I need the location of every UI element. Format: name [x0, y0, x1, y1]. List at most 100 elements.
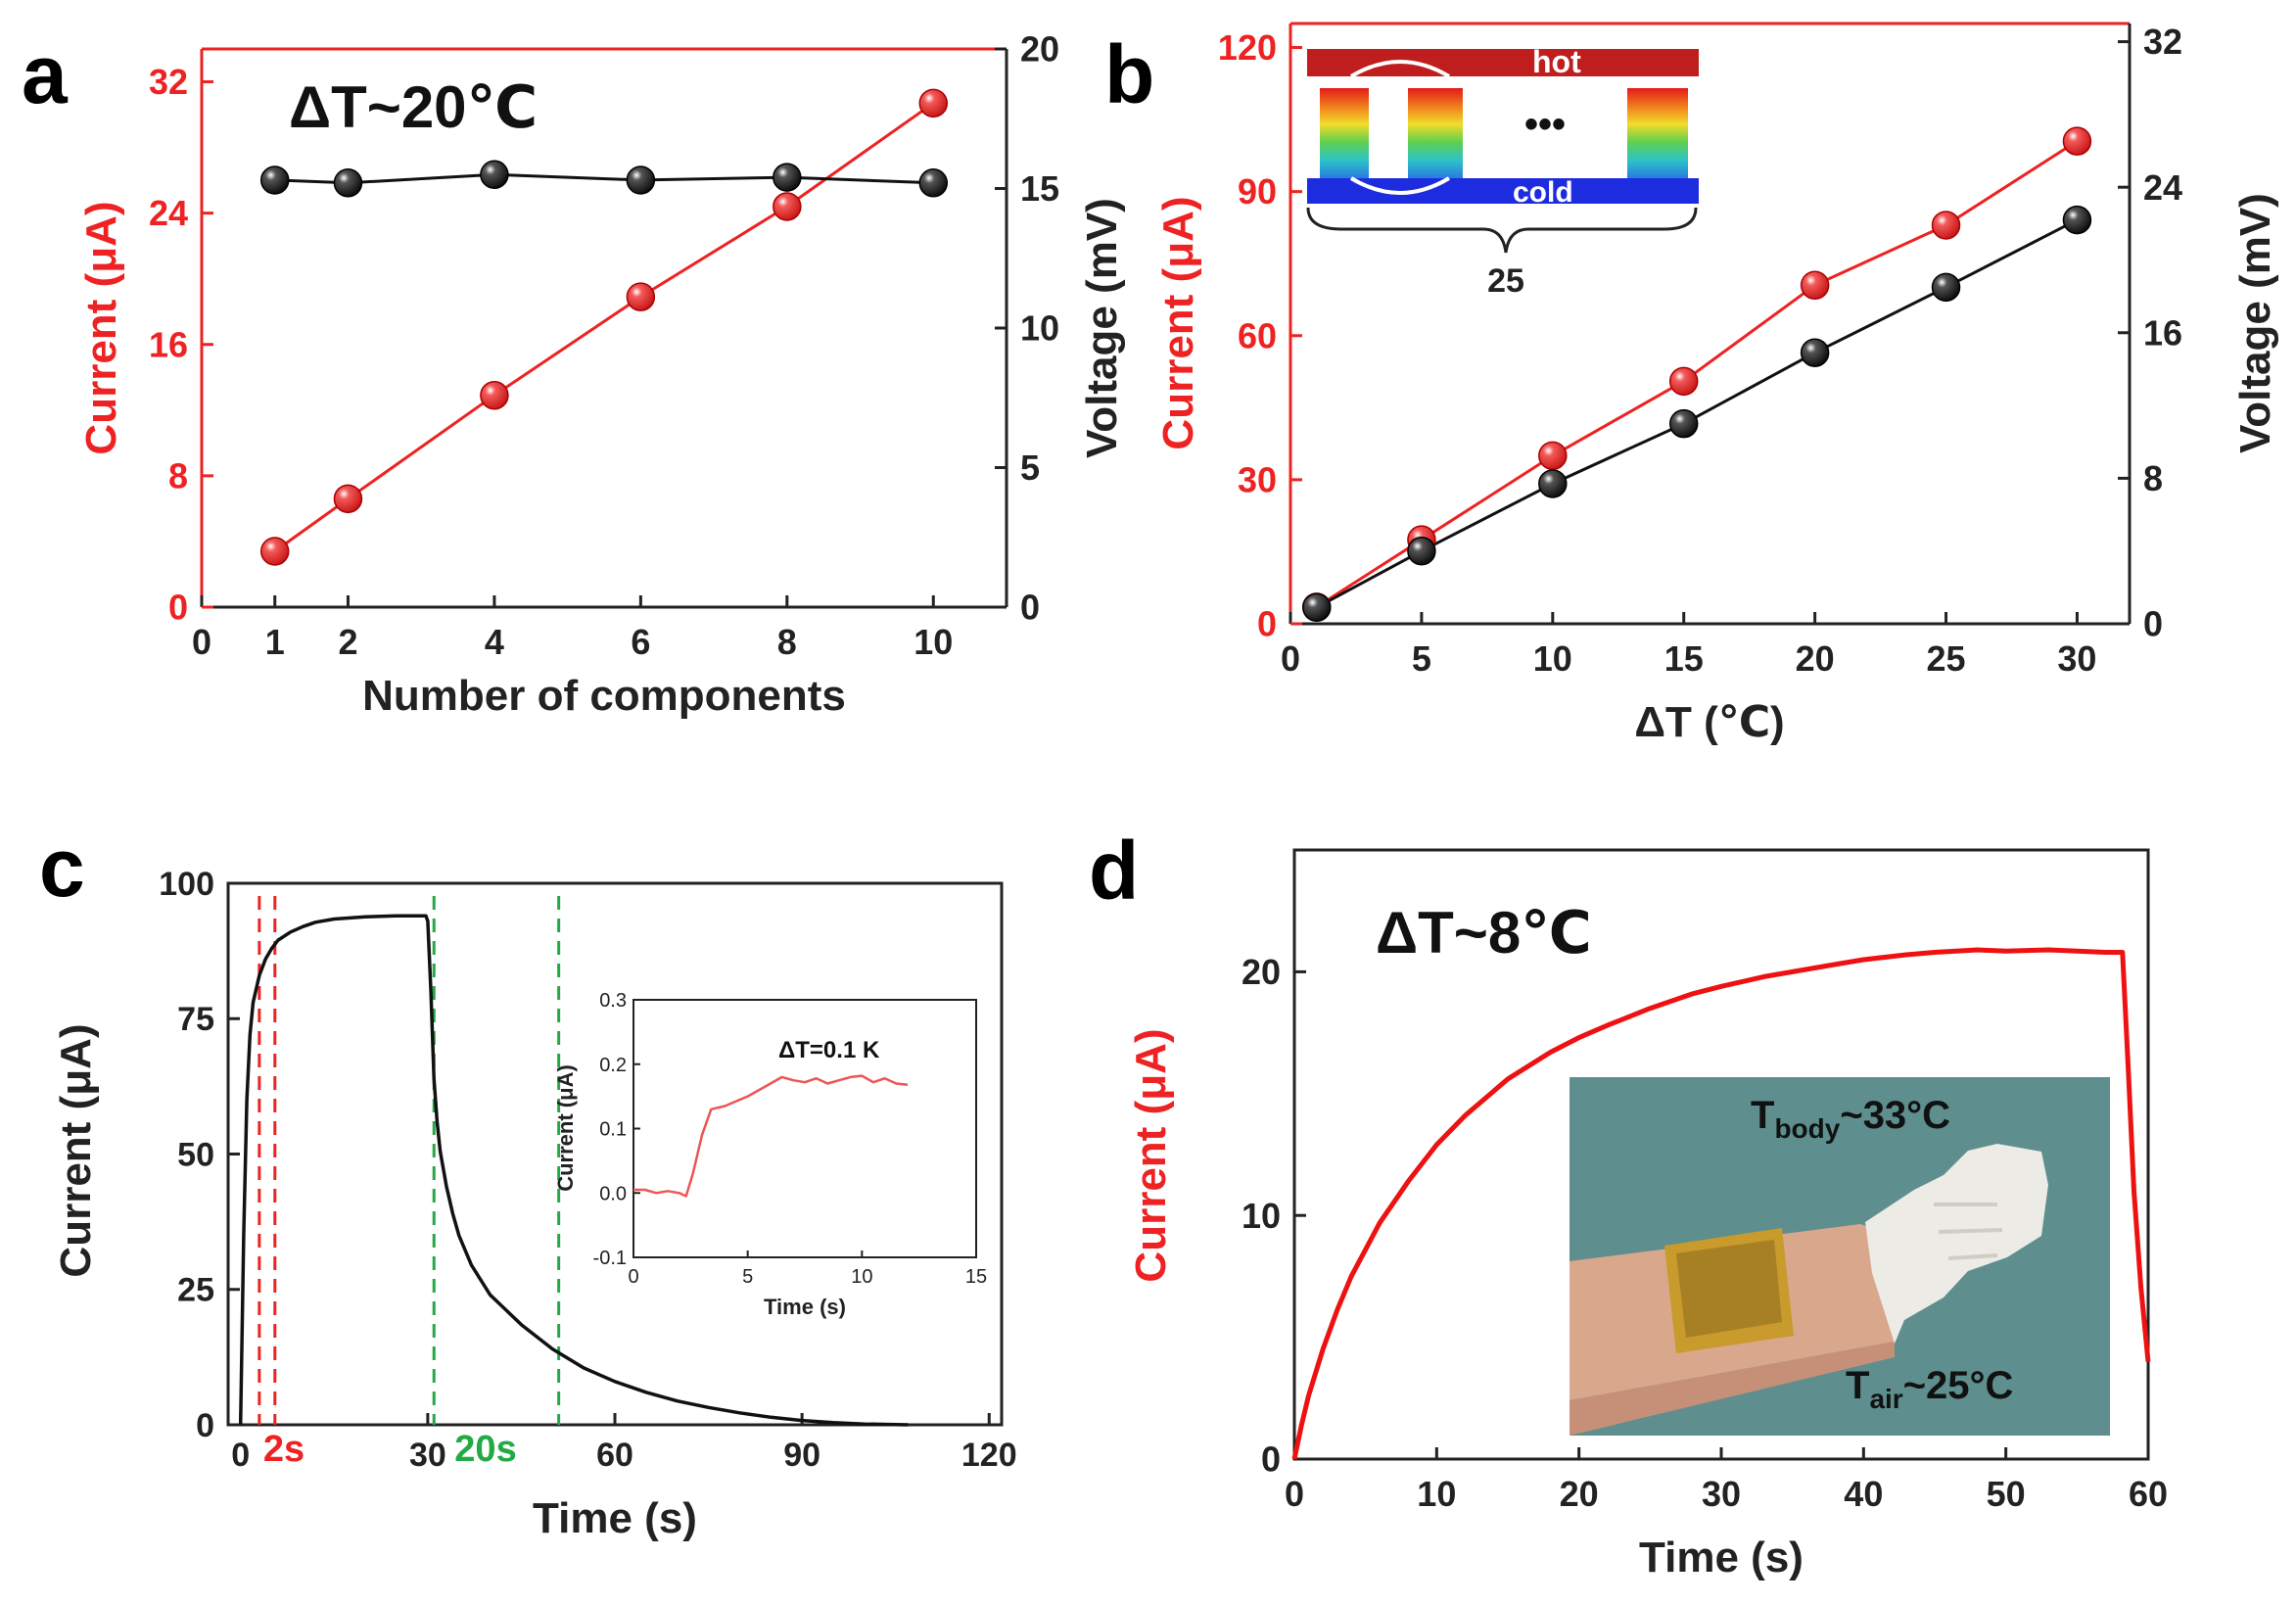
panel-b-voltage-point — [1800, 338, 1830, 367]
photo-glove — [1865, 1144, 2048, 1344]
panel-a-voltage-point — [918, 168, 949, 198]
count-brace — [1306, 207, 1698, 254]
cold-plate — [1307, 178, 1699, 204]
panel-d-xtick-label: 60 — [2129, 1474, 2168, 1514]
panel-d-xlabel: Time (s) — [1639, 1533, 1804, 1581]
panel-b-right-ytick-label: 8 — [2143, 458, 2163, 498]
panel-b-right-ytick-label: 24 — [2143, 167, 2182, 208]
panel-c-markers — [258, 896, 561, 1425]
panel-b-right-ytick-label: 32 — [2143, 22, 2182, 62]
panel-b-voltage-point — [1302, 592, 1332, 623]
panel-b-voltage-point — [1668, 408, 1699, 439]
panel-c-ytick-label: 75 — [177, 1001, 214, 1038]
panel-a-voltage-point — [333, 168, 363, 198]
panel-a-right-ytick-label: 10 — [1020, 308, 1059, 349]
panel-a-xtick-label: 0 — [192, 622, 211, 662]
panel-b-ylabel-right: Voltage (mV) — [2231, 193, 2279, 453]
panel-a-xlabel: Number of components — [362, 672, 846, 720]
photo-glove-folds — [1934, 1203, 2003, 1260]
panel-a-letter: a — [22, 28, 69, 120]
panel-d-ticks: 0 10 20 30 40 50 60 0 10 20 — [1242, 952, 2168, 1514]
panel-c-ylabel: Current (μA) — [52, 1023, 100, 1277]
panel-b-current-point — [1800, 270, 1830, 301]
panel-a-right-ytick-label: 5 — [1020, 448, 1040, 488]
panel-d-ytick-label: 10 — [1242, 1196, 1281, 1236]
panel-c-ytick-label: 50 — [177, 1136, 214, 1173]
panel-b-current-point — [1538, 441, 1568, 471]
interval-label-20s: 20s — [454, 1429, 516, 1470]
thermo-leg-3 — [1627, 88, 1688, 178]
cold-arc — [1349, 176, 1451, 195]
count-label: 25 — [1487, 262, 1524, 300]
panel-a-ylabel-right: Voltage (mV) — [1078, 198, 1126, 458]
panel-c-xtick-label: 90 — [783, 1437, 820, 1474]
panel-d-ytick-label: 0 — [1261, 1439, 1281, 1480]
panel-b-letter: b — [1104, 28, 1154, 120]
panel-a-current-point — [773, 192, 802, 221]
hot-arc — [1349, 60, 1451, 78]
panel-d-inset-photo: Tbody~33°C Tair~25°C — [1570, 1077, 2110, 1436]
panel-a-current-point — [918, 88, 949, 118]
panel-a-current-line — [273, 102, 935, 553]
panel-d-ytick-label: 20 — [1242, 952, 1281, 992]
panel-a-voltage-line — [274, 172, 934, 185]
panel-b-ticks: 0 5 10 15 20 25 30 0 30 60 90 120 0 8 16 24 32 — [1218, 22, 2182, 679]
panel-c-inset-xtick-label: 0 — [628, 1266, 638, 1288]
panel-b-voltage-point — [1538, 469, 1568, 498]
panel-d-xtick-label: 30 — [1702, 1474, 1741, 1514]
panel-a-voltage-point — [773, 163, 802, 192]
panel-c-ytick-label: 100 — [159, 866, 214, 903]
panel-b-current-point — [1668, 366, 1699, 397]
panel-b-xlabel: ΔT (℃) — [1634, 698, 1784, 746]
panel-c-series — [238, 914, 909, 1427]
body-temp-label: Tbody~33°C — [1751, 1094, 1950, 1144]
panel-c-current-line — [238, 914, 909, 1427]
panel-a-right-ytick-label: 15 — [1020, 168, 1059, 209]
panel-c-xlabel: Time (s) — [533, 1494, 697, 1542]
photo-device-circuit — [1676, 1240, 1782, 1338]
panel-b-series — [1302, 126, 2092, 623]
panel-a-right-ytick-label: 0 — [1020, 588, 1040, 628]
panel-c-letter: c — [39, 822, 85, 914]
hot-label: hot — [1532, 44, 1581, 79]
panel-c-xtick-label: 0 — [231, 1437, 250, 1474]
panel-a-xtick-label: 4 — [485, 622, 504, 662]
panel-b-ylabel-left: Current (μA) — [1154, 196, 1202, 449]
panel-d-annotation: ΔT~8℃ — [1376, 900, 1592, 966]
panel-d-xtick-label: 50 — [1987, 1474, 2026, 1514]
panel-b-xtick-label: 15 — [1664, 638, 1704, 679]
interval-label-2s: 2s — [263, 1429, 305, 1470]
panel-c-inset-ticks: 0 5 10 15 -0.1 0.0 0.1 0.2 0.3 — [593, 990, 988, 1288]
panel-c-inset-xtick-label: 5 — [742, 1266, 753, 1288]
panel-a-xtick-label: 6 — [631, 622, 650, 662]
panel-a-current-point — [480, 380, 509, 410]
panel-b-voltage-point — [2062, 205, 2092, 235]
panel-c-inset-current-line — [633, 1074, 909, 1198]
panel-b-xtick-label: 0 — [1281, 638, 1300, 679]
panel-b-xtick-label: 5 — [1412, 638, 1431, 679]
panel-b-current-point — [2062, 126, 2092, 156]
panel-b-left-ytick-label: 120 — [1218, 27, 1277, 68]
panel-d: d 0 10 20 30 40 50 60 0 10 20 Tbody~33°C Tair~25°… — [1089, 825, 2168, 1581]
panel-b: b 0 5 10 15 20 25 30 0 30 60 90 120 0 8 16 24 32 — [1104, 22, 2279, 746]
panel-c-inset-ytick-label: 0.2 — [599, 1055, 627, 1076]
panel-a-xtick-label: 1 — [265, 622, 285, 662]
panel-c-xtick-label: 120 — [961, 1437, 1017, 1474]
panel-c-inset: 0 5 10 15 -0.1 0.0 0.1 0.2 0.3 ΔT=0.1 K Time (s)… — [553, 990, 987, 1319]
panel-c-inset-xtick-label: 15 — [965, 1266, 987, 1288]
air-temp-label: Tair~25°C — [1846, 1364, 2013, 1414]
panel-c-inset-ytick-label: -0.1 — [593, 1248, 627, 1269]
panel-d-xtick-label: 0 — [1285, 1474, 1304, 1514]
panel-b-xtick-label: 10 — [1533, 638, 1572, 679]
panel-c-inset-ytick-label: 0.0 — [599, 1183, 627, 1204]
panel-c-xtick-label: 60 — [596, 1437, 633, 1474]
panel-d-letter: d — [1089, 825, 1139, 917]
panel-a-xtick-label: 10 — [914, 622, 953, 662]
panel-c-ytick-label: 0 — [196, 1407, 214, 1444]
panel-b-left-ytick-label: 30 — [1238, 459, 1277, 499]
panel-a-right-ytick-label: 20 — [1020, 29, 1059, 70]
